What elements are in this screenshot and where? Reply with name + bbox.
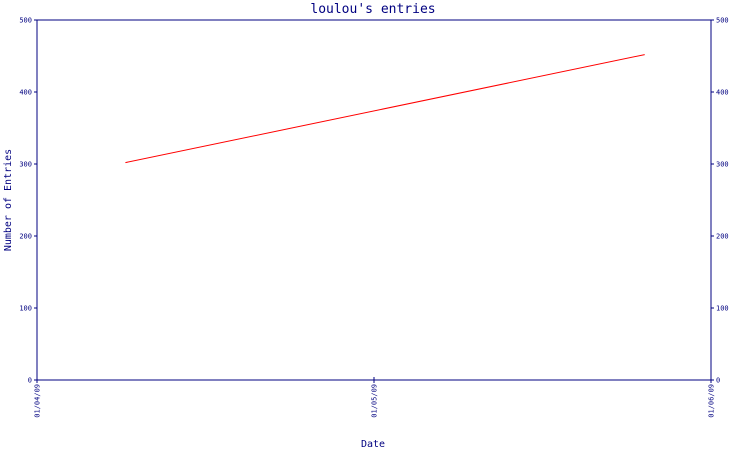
y-tick-label-left: 100 <box>19 305 32 313</box>
y-tick-label-right: 500 <box>716 17 729 25</box>
y-tick-label-left: 0 <box>28 377 32 385</box>
x-tick-label: 01/05/09 <box>371 384 379 418</box>
y-tick-label-right: 100 <box>716 305 729 313</box>
x-axis: 01/04/09 01/05/09 01/06/09 <box>34 377 716 418</box>
y-tick-label-left: 200 <box>19 233 32 241</box>
series-layer <box>125 54 645 164</box>
y-tick-label-left: 400 <box>19 89 32 97</box>
y-axis-right: 0 100 200 300 400 500 <box>711 17 729 385</box>
plot-frame <box>36 19 712 381</box>
y-tick-label-right: 200 <box>716 233 729 241</box>
y-axis-left: 0 100 200 300 400 500 <box>19 17 37 385</box>
y-tick-label-right: 400 <box>716 89 729 97</box>
x-axis-label: Date <box>361 439 385 450</box>
x-tick-label: 01/04/09 <box>34 384 42 418</box>
chart-title: loulou's entries <box>310 2 435 17</box>
series-line <box>125 54 645 164</box>
y-axis-label: Number of Entries <box>3 149 14 251</box>
x-tick-label: 01/06/09 <box>708 384 716 418</box>
y-tick-label-right: 0 <box>716 377 720 385</box>
y-tick-label-right: 300 <box>716 161 729 169</box>
y-tick-label-left: 500 <box>19 17 32 25</box>
y-tick-label-left: 300 <box>19 161 32 169</box>
